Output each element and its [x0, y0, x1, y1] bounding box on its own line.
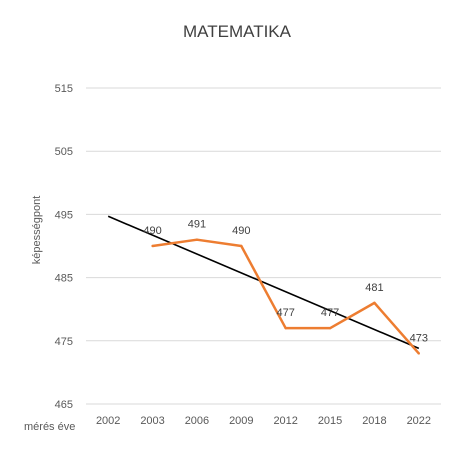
series-line: [151, 238, 421, 355]
x-tick-label: 2022: [407, 415, 431, 427]
trendline: [107, 215, 420, 350]
y-axis-label: képességpont: [31, 196, 43, 265]
chart-title: MATEMATIKA: [183, 22, 292, 41]
data-point: [328, 326, 332, 330]
data-point: [195, 238, 199, 241]
x-tick-label: 2012: [273, 415, 297, 427]
x-tick-label: 2018: [362, 415, 386, 427]
x-tick-label: 2003: [140, 415, 164, 427]
x-tick-label: 2015: [318, 415, 342, 427]
x-axis-ticks: 2002 2003 2006 2009 2012 2015 2018 2022: [96, 415, 431, 427]
y-tick-label: 465: [55, 399, 73, 411]
y-tick-label: 485: [55, 273, 73, 285]
data-label: 491: [188, 219, 206, 231]
gridlines: [86, 87, 441, 405]
x-tick-label: 2002: [96, 415, 120, 427]
x-axis-label: mérés éve: [24, 421, 75, 433]
data-point: [284, 326, 287, 330]
data-label: 477: [321, 307, 339, 319]
data-point: [240, 244, 243, 248]
y-tick-label: 495: [55, 209, 73, 221]
y-tick-label: 475: [55, 336, 73, 348]
data-point: [151, 244, 154, 248]
data-label: 473: [410, 332, 428, 344]
data-label: 490: [143, 225, 161, 237]
data-label: 490: [232, 225, 250, 237]
data-label: 477: [277, 307, 295, 319]
series-line-path: [152, 238, 420, 355]
trendline-segment: [107, 215, 420, 350]
y-axis-ticks: 465 475 485 495 505 515: [55, 83, 73, 411]
y-tick-label: 515: [55, 83, 73, 95]
data-point: [417, 352, 421, 355]
y-tick-label: 505: [55, 146, 73, 158]
data-label: 481: [365, 282, 383, 294]
data-point: [373, 301, 376, 305]
x-tick-label: 2009: [229, 415, 253, 427]
x-tick-label: 2006: [185, 415, 209, 427]
data-labels: 490 491 490 477 477 481 473: [143, 219, 428, 345]
